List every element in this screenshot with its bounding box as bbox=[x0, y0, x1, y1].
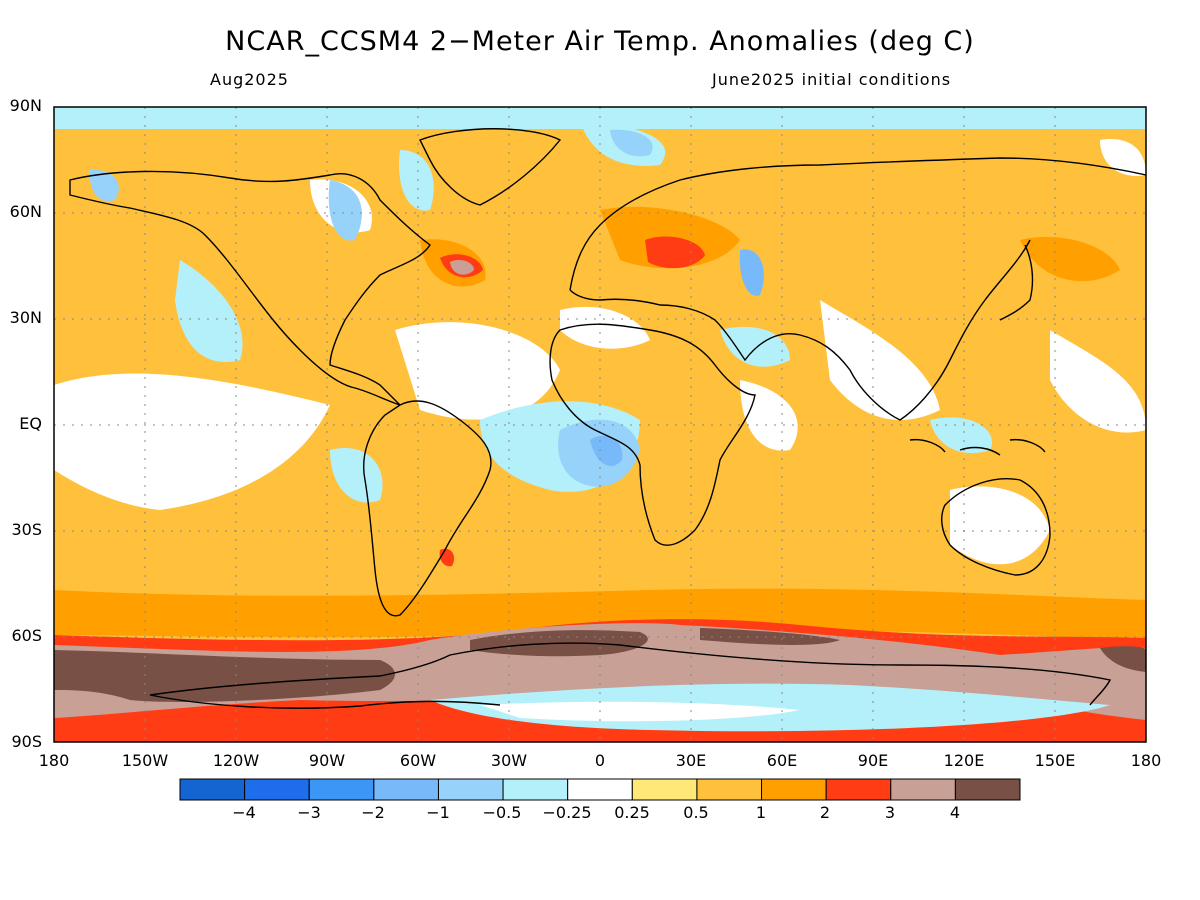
africa-coast bbox=[549, 323, 756, 546]
forecast-month: Aug2025 bbox=[210, 70, 289, 89]
colorbar-swatch bbox=[244, 778, 310, 801]
lon-label-60w: 60W bbox=[399, 751, 437, 770]
colorbar-swatch bbox=[308, 778, 375, 801]
initial-conditions: June2025 initial conditions bbox=[712, 70, 952, 89]
lon-label-120w: 120W bbox=[212, 751, 260, 770]
colorbar-swatch bbox=[954, 778, 1021, 801]
colorbar-swatch bbox=[825, 778, 892, 801]
colorbar-label: −2 bbox=[361, 803, 385, 822]
north-america-coast bbox=[69, 170, 431, 406]
lon-label-90w: 90W bbox=[308, 751, 346, 770]
lon-label-120e: 120E bbox=[943, 751, 985, 770]
colorbar-swatch bbox=[696, 778, 763, 801]
indonesia-coast bbox=[909, 438, 1046, 456]
japan-coast bbox=[999, 244, 1034, 321]
lon-label-30e: 30E bbox=[675, 751, 707, 770]
lon-label-150w: 150W bbox=[121, 751, 169, 770]
lon-label-150e: 150E bbox=[1034, 751, 1076, 770]
map-title: NCAR_CCSM4 2−Meter Air Temp. Anomalies (… bbox=[225, 26, 975, 57]
graticule bbox=[54, 107, 1146, 742]
map-frame bbox=[53, 106, 1147, 743]
lat-label-30s: 30S bbox=[11, 520, 42, 539]
lon-label-60e: 60E bbox=[766, 751, 798, 770]
australia-coast bbox=[941, 478, 1051, 576]
colorbar-swatch bbox=[890, 778, 956, 801]
colorbar-label: −0.5 bbox=[482, 803, 522, 822]
colorbar-label: 0.25 bbox=[614, 803, 650, 822]
colorbar-swatch bbox=[502, 778, 569, 801]
colorbar-label: −3 bbox=[297, 803, 321, 822]
colorbar-label: −1 bbox=[426, 803, 450, 822]
colorbar-label: 2 bbox=[819, 803, 831, 822]
colorbar-swatch bbox=[179, 778, 246, 801]
lat-label-eq: EQ bbox=[19, 414, 42, 433]
colorbar-swatch bbox=[373, 778, 439, 801]
lon-label-180e: 180 bbox=[1130, 751, 1162, 770]
lat-label-90s: 90S bbox=[11, 732, 42, 751]
colorbar-swatch bbox=[437, 778, 504, 801]
lon-label-180w: 180 bbox=[38, 751, 70, 770]
colorbar-swatch bbox=[761, 778, 827, 801]
colorbar-label: 0.5 bbox=[683, 803, 709, 822]
colorbar-swatch bbox=[567, 778, 633, 801]
lon-label-90e: 90E bbox=[857, 751, 889, 770]
lat-label-60s: 60S bbox=[11, 626, 42, 645]
colorbar bbox=[179, 778, 1021, 801]
lon-label-0: 0 bbox=[594, 751, 606, 770]
lat-label-30n: 30N bbox=[9, 308, 42, 327]
colorbar-label: 1 bbox=[755, 803, 767, 822]
coastlines bbox=[69, 128, 1146, 709]
colorbar-swatch bbox=[631, 778, 698, 801]
antarctica-coast bbox=[149, 642, 1112, 709]
lon-label-30w: 30W bbox=[490, 751, 528, 770]
greenland-coast bbox=[419, 128, 562, 206]
eurasia-coast bbox=[569, 157, 1146, 421]
colorbar-label: −0.25 bbox=[542, 803, 592, 822]
lat-label-90n: 90N bbox=[9, 96, 42, 115]
south-america-coast bbox=[363, 400, 492, 617]
colorbar-label: 4 bbox=[949, 803, 961, 822]
colorbar-label: 3 bbox=[884, 803, 896, 822]
colorbar-label: −4 bbox=[232, 803, 256, 822]
lat-label-60n: 60N bbox=[9, 202, 42, 221]
